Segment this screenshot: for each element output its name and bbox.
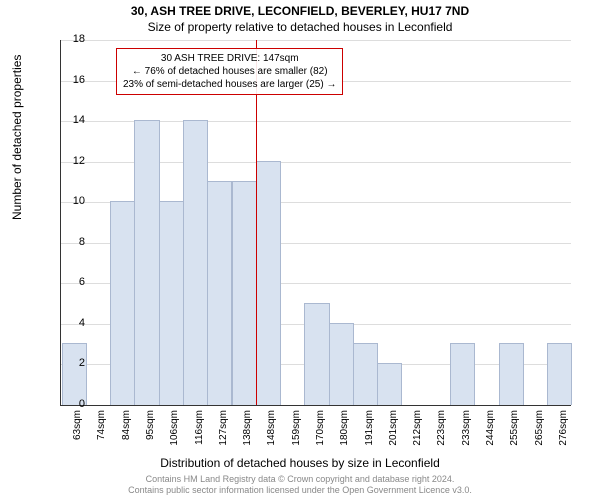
y-tick-label: 14 [60,114,85,126]
y-tick-label: 0 [60,398,85,410]
x-tick-label: 201sqm [388,410,399,455]
histogram-bar [450,343,475,405]
x-tick-label: 95sqm [145,410,156,455]
x-tick-label: 255sqm [509,410,520,455]
annotation-line: 30 ASH TREE DRIVE: 147sqm [123,52,336,65]
histogram-bar [547,343,572,405]
x-tick-label: 233sqm [461,410,472,455]
y-tick-label: 18 [60,33,85,45]
x-tick-label: 63sqm [72,410,83,455]
histogram-bar [183,120,208,405]
chart-subtitle: Size of property relative to detached ho… [0,20,600,34]
histogram-bar [499,343,524,405]
histogram-bar [256,161,281,405]
y-tick-label: 8 [60,236,85,248]
y-tick-label: 12 [60,155,85,167]
histogram-bar [62,343,87,405]
x-tick-label: 276sqm [558,410,569,455]
x-tick-label: 180sqm [339,410,350,455]
histogram-bar [232,181,257,405]
x-tick-label: 116sqm [194,410,205,455]
y-tick-label: 16 [60,74,85,86]
chart-plot-area: 30 ASH TREE DRIVE: 147sqm← 76% of detach… [60,40,571,406]
histogram-bar [377,363,402,405]
x-tick-label: 212sqm [412,410,423,455]
histogram-bar [134,120,159,405]
histogram-bar [304,303,329,405]
histogram-bar [110,201,135,405]
x-tick-label: 223sqm [436,410,447,455]
grid-line [61,40,571,41]
x-tick-label: 159sqm [291,410,302,455]
chart-title: 30, ASH TREE DRIVE, LECONFIELD, BEVERLEY… [0,4,600,18]
x-tick-label: 74sqm [96,410,107,455]
y-axis-label: Number of detached properties [10,55,24,220]
x-tick-label: 84sqm [121,410,132,455]
copyright-text: Contains HM Land Registry data © Crown c… [0,474,600,496]
y-tick-label: 10 [60,195,85,207]
chart-container: 30, ASH TREE DRIVE, LECONFIELD, BEVERLEY… [0,0,600,500]
x-tick-label: 127sqm [218,410,229,455]
x-tick-label: 170sqm [315,410,326,455]
x-tick-label: 138sqm [242,410,253,455]
histogram-bar [207,181,232,405]
copyright-line2: Contains public sector information licen… [0,485,600,496]
annotation-line: ← 76% of detached houses are smaller (82… [123,65,336,78]
y-tick-label: 6 [60,276,85,288]
copyright-line1: Contains HM Land Registry data © Crown c… [0,474,600,485]
x-tick-label: 265sqm [534,410,545,455]
x-axis-label: Distribution of detached houses by size … [0,456,600,470]
x-tick-label: 191sqm [364,410,375,455]
annotation-box: 30 ASH TREE DRIVE: 147sqm← 76% of detach… [116,48,343,95]
x-tick-label: 148sqm [266,410,277,455]
histogram-bar [329,323,354,405]
annotation-line: 23% of semi-detached houses are larger (… [123,78,336,91]
histogram-bar [159,201,184,405]
x-tick-label: 106sqm [169,410,180,455]
x-tick-label: 244sqm [485,410,496,455]
y-tick-label: 4 [60,317,85,329]
histogram-bar [353,343,378,405]
y-tick-label: 2 [60,357,85,369]
